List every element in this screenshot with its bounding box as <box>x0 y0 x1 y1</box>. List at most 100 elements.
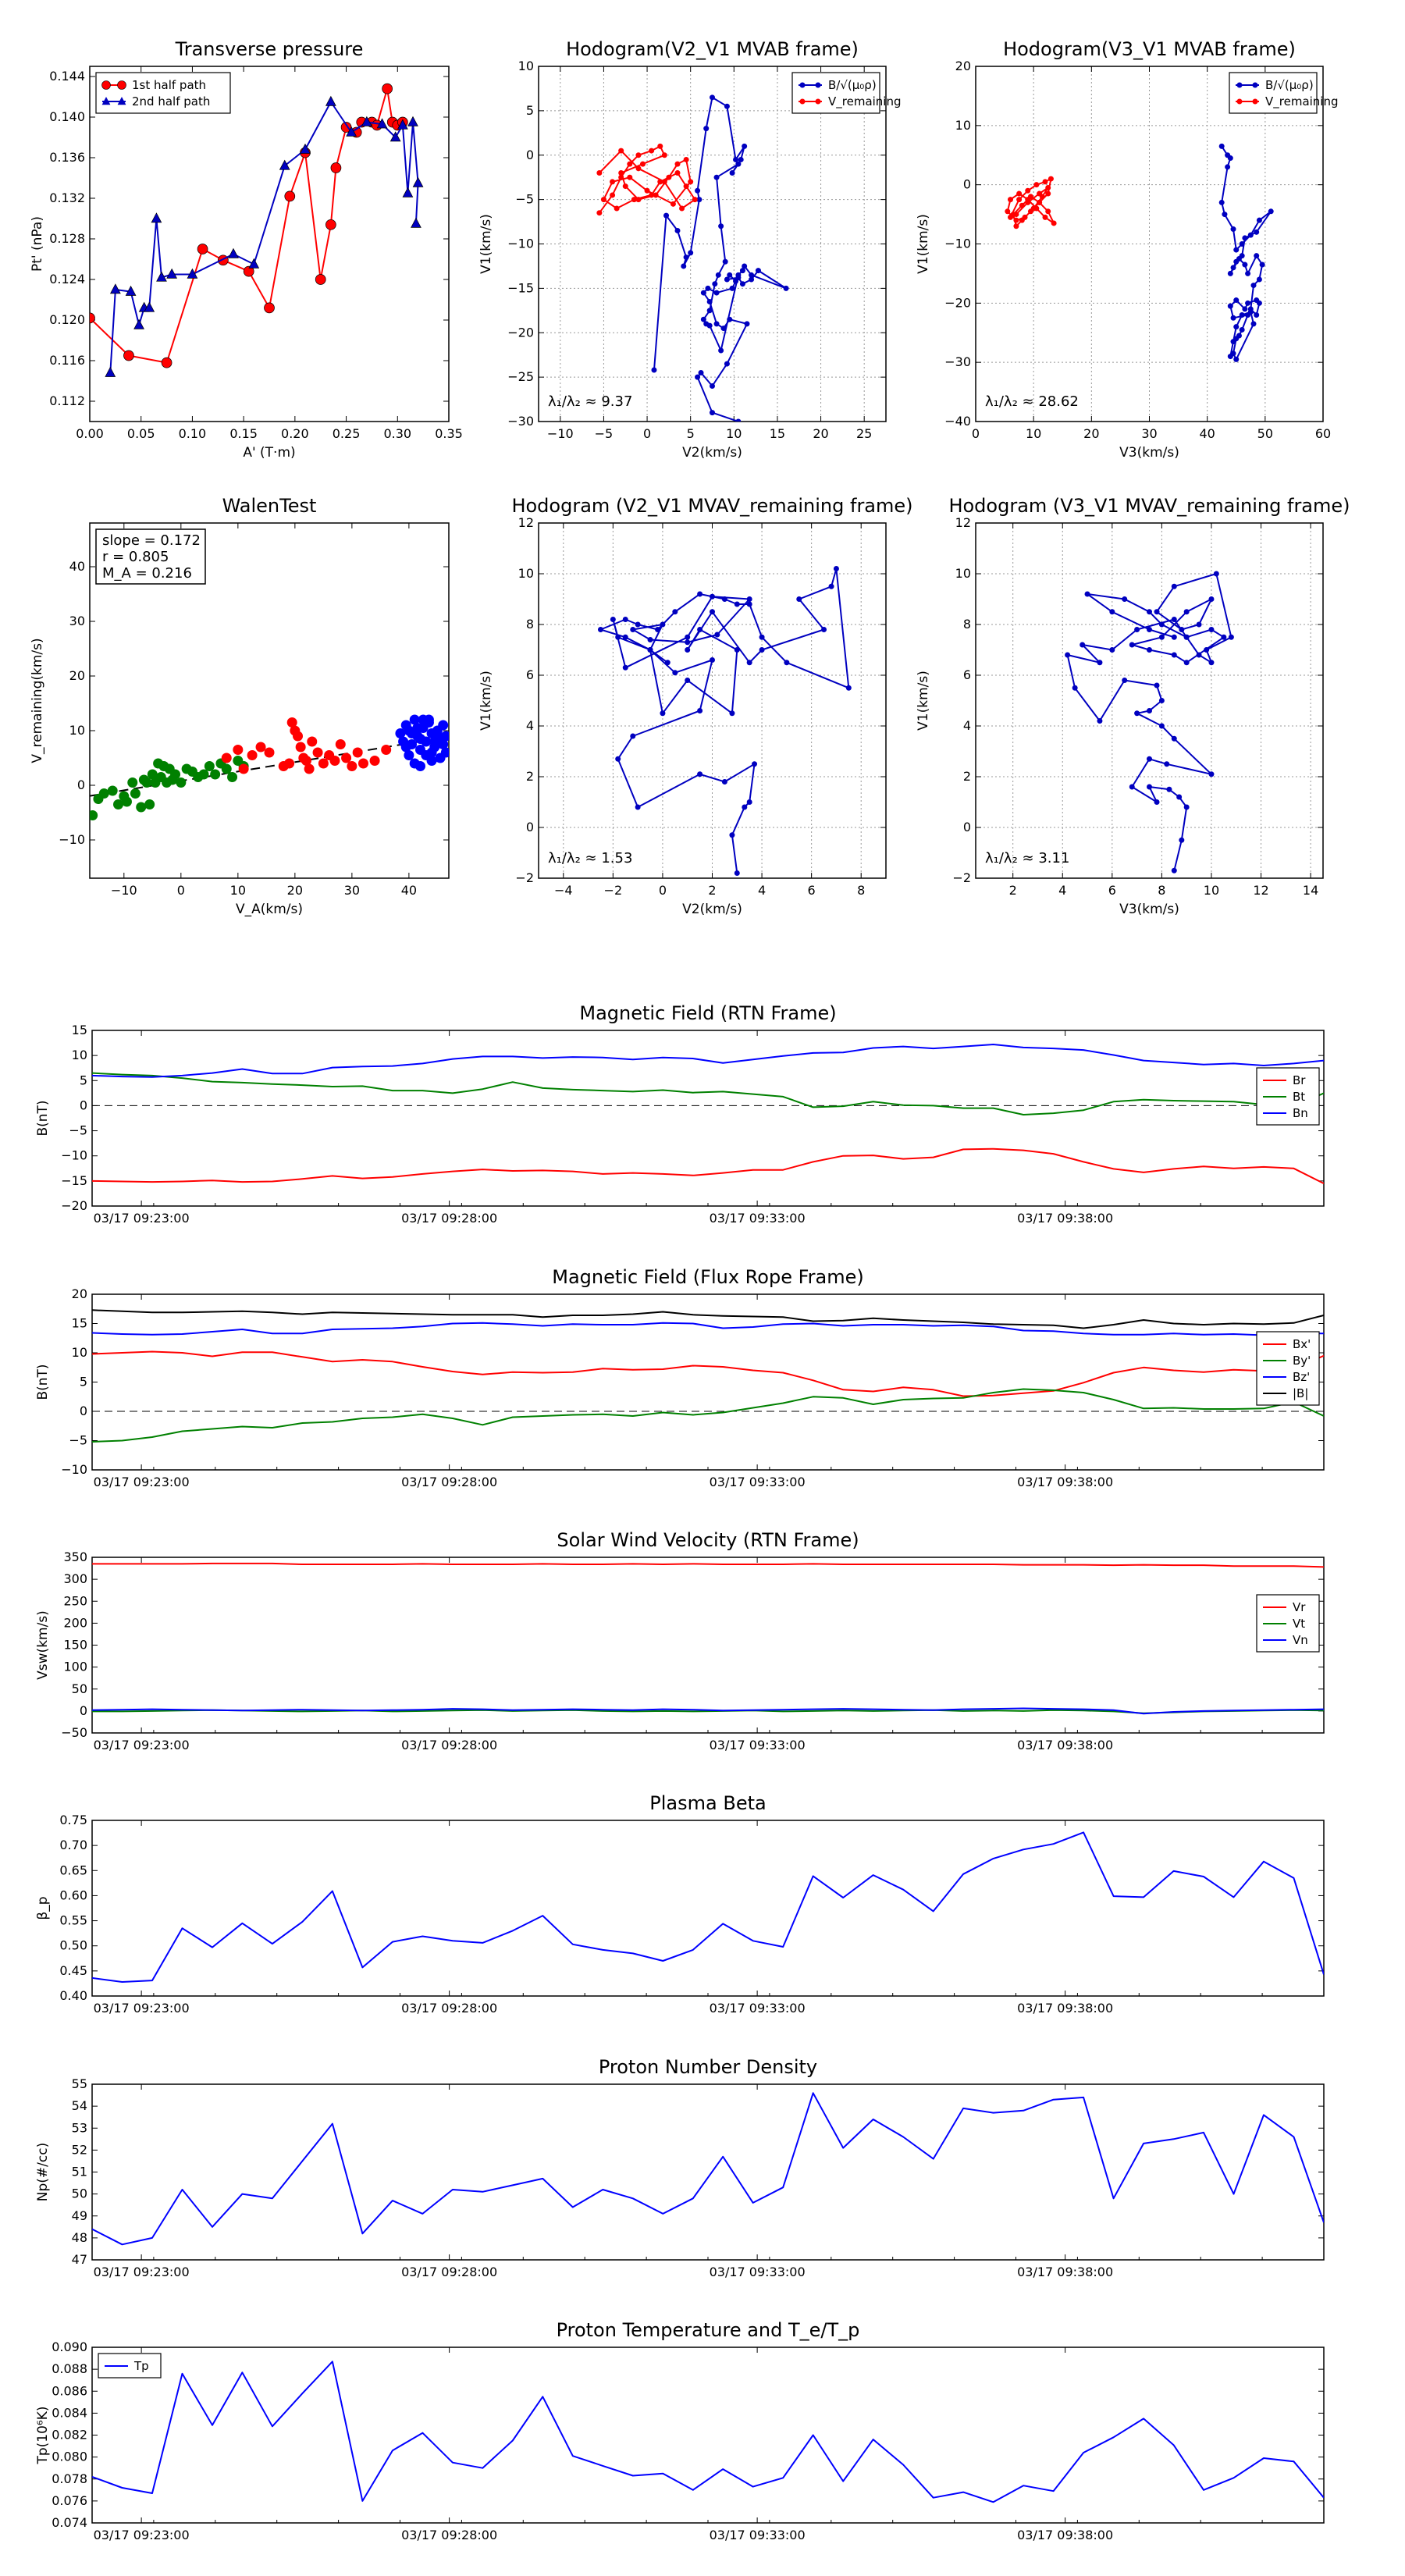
x-tick-label: 03/17 09:33:00 <box>710 2528 806 2542</box>
x-tick-label: 03/17 09:33:00 <box>710 1475 806 1489</box>
series-line-br <box>92 1147 1324 1184</box>
x-tick-label: −4 <box>554 883 573 898</box>
y-tick-label: 0.116 <box>49 353 85 368</box>
legend-marker <box>101 97 111 105</box>
data-point <box>429 736 440 747</box>
data-point <box>382 83 393 94</box>
data-point <box>407 116 418 126</box>
data-point <box>720 326 727 332</box>
data-point <box>127 777 138 788</box>
data-point <box>1158 634 1165 640</box>
data-point <box>1218 143 1225 149</box>
chart-title: Hodogram(V3_V1 MVAB frame) <box>1003 38 1296 60</box>
y-tick-label: 6 <box>526 667 534 682</box>
x-tick-label: 03/17 09:23:00 <box>94 1211 190 1226</box>
data-point <box>1230 315 1236 321</box>
data-point <box>681 263 687 269</box>
hodogram-v3-v1-mvab-panel: Hodogram(V3_V1 MVAB frame) −40 −30 −20 −10 0 1… <box>916 38 1339 461</box>
data-point <box>248 258 260 269</box>
y-tick-label: 49 <box>72 2208 87 2223</box>
x-tick-label: −10 <box>547 426 574 441</box>
data-point <box>221 763 232 774</box>
legend-label: By' <box>1293 1354 1311 1368</box>
y-axis-label: β_p <box>35 1896 51 1920</box>
data-point <box>596 170 603 176</box>
series-line-v-remaining <box>599 145 696 214</box>
data-point <box>1247 309 1254 315</box>
y-tick-label: 48 <box>72 2230 87 2245</box>
y-axis-label: V1(km/s) <box>916 671 931 731</box>
data-point <box>685 647 691 653</box>
data-point <box>706 298 713 304</box>
data-point <box>685 639 691 646</box>
y-tick-label: 40 <box>69 559 85 574</box>
y-tick-label: 50 <box>72 2186 87 2201</box>
chart-title: Transverse pressure <box>175 38 364 60</box>
data-point <box>389 131 401 142</box>
data-point <box>1233 356 1240 362</box>
hodogram-v2-v1-mvab-panel: Hodogram(V2_V1 MVAB frame) −30 −25 −20 −15 −1… <box>478 38 902 461</box>
chart-title: Magnetic Field (Flux Rope Frame) <box>552 1266 863 1288</box>
data-point <box>661 152 667 158</box>
y-tick-label: 0 <box>963 177 971 192</box>
data-point <box>255 742 266 753</box>
y-tick-label: −15 <box>61 1173 87 1188</box>
data-point <box>264 302 275 314</box>
x-tick-label: 03/17 09:28:00 <box>401 1475 497 1489</box>
data-point <box>627 174 633 180</box>
x-tick-label: 03/17 09:33:00 <box>710 1211 806 1226</box>
legend-marker <box>799 98 806 105</box>
y-tick-label: 0.65 <box>59 1863 87 1877</box>
data-point <box>369 756 380 766</box>
y-tick-label: 0 <box>526 820 534 834</box>
walen-test-panel: WalenTest −10 0 10 20 30 40 −10 0 10 20 30 40 V_A(km/… <box>30 495 450 917</box>
data-point <box>1147 784 1152 790</box>
data-point <box>622 634 628 640</box>
data-point <box>610 192 616 198</box>
series-line--b- <box>92 1309 1324 1329</box>
data-point <box>685 634 691 640</box>
x-tick-label: 03/17 09:38:00 <box>1017 2528 1113 2542</box>
y-axis-label: V1(km/s) <box>916 214 931 274</box>
legend-box <box>95 72 231 114</box>
y-tick-label: 0.55 <box>59 1913 87 1928</box>
data-point <box>653 192 659 198</box>
x-tick-label: 03/17 09:28:00 <box>401 2528 497 2542</box>
data-point <box>727 316 733 322</box>
x-tick-label: 20 <box>813 426 828 441</box>
data-point <box>1179 627 1185 632</box>
data-point <box>98 788 109 799</box>
chart-title: Hodogram(V2_V1 MVAB frame) <box>566 38 859 60</box>
legend-label: Vt <box>1293 1617 1305 1631</box>
y-tick-label: 350 <box>63 1550 87 1564</box>
x-axis-label: V3(km/s) <box>1119 902 1179 917</box>
data-point <box>635 621 641 628</box>
x-tick-label: 6 <box>808 883 816 898</box>
data-point <box>596 210 603 216</box>
data-point <box>746 596 752 602</box>
data-point <box>233 745 244 755</box>
data-point <box>657 179 663 185</box>
data-point <box>347 761 357 771</box>
x-tick-label: 10 <box>1026 426 1041 441</box>
series-line-b-0- <box>1221 145 1272 361</box>
data-point <box>697 771 703 777</box>
eigenvalue-ratio-label: λ₁/λ₂ ≈ 3.11 <box>985 850 1069 866</box>
data-point <box>1208 771 1215 777</box>
data-point <box>1016 190 1023 197</box>
data-point <box>325 219 336 230</box>
y-tick-label: −20 <box>944 295 971 310</box>
data-point <box>1122 596 1128 602</box>
data-point <box>435 753 446 763</box>
data-point <box>1045 184 1051 190</box>
x-tick-label: 10 <box>230 883 246 898</box>
data-point <box>796 596 802 602</box>
x-axis-label: V2(km/s) <box>682 902 742 917</box>
legend-label: B/√(μ₀ρ) <box>828 78 877 92</box>
data-point <box>1109 647 1115 653</box>
data-point <box>1227 155 1233 162</box>
legend-marker <box>1252 98 1258 105</box>
data-point <box>228 247 239 258</box>
y-tick-label: 0 <box>80 1098 87 1112</box>
data-point <box>674 170 681 176</box>
